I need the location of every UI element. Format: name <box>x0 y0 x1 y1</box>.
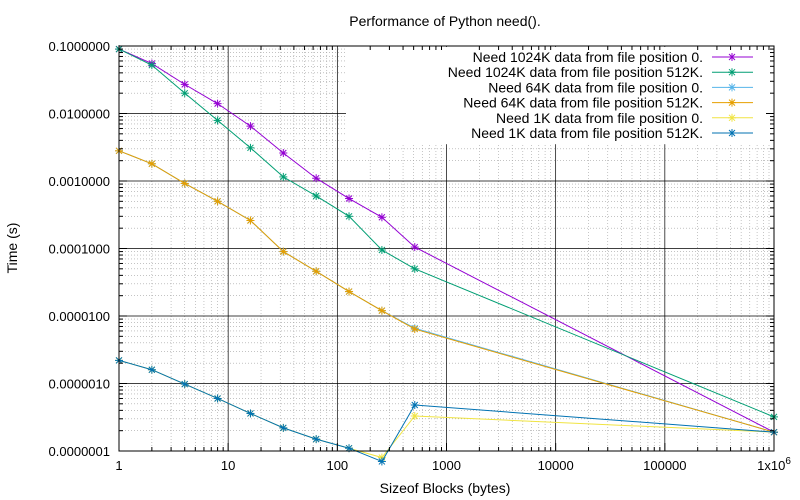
data-point <box>345 287 354 296</box>
data-point <box>279 423 288 432</box>
data-point <box>213 99 222 108</box>
data-point <box>312 174 321 183</box>
legend-label: Need 1024K data from file position 0. <box>473 49 703 65</box>
legend-item: Need 64K data from file position 0. <box>488 79 753 95</box>
x-tick-label: 1 <box>115 458 122 473</box>
data-point <box>213 197 222 206</box>
data-point <box>213 116 222 125</box>
y-tick-label: 0.0010000 <box>49 174 110 189</box>
data-point <box>180 89 189 98</box>
legend-item: Need 64K data from file position 512K. <box>463 95 753 111</box>
data-point <box>345 212 354 221</box>
data-point <box>377 213 386 222</box>
data-point <box>410 264 419 273</box>
legend: Need 1024K data from file position 0.Nee… <box>448 49 753 141</box>
x-tick-label: 10000 <box>538 458 574 473</box>
legend-item: Need 1024K data from file position 0. <box>473 49 753 65</box>
x-tick-label: 100000 <box>643 458 686 473</box>
data-point <box>147 159 156 168</box>
y-tick-label: 0.0000001 <box>49 444 110 459</box>
plot-border <box>118 45 775 452</box>
legend-label: Need 1K data from file position 512K. <box>471 125 703 141</box>
data-point <box>246 143 255 152</box>
series-6 <box>115 356 778 466</box>
data-point <box>410 243 419 252</box>
y-tick-label: 0.0100000 <box>49 107 110 122</box>
x-tick-label: 10 <box>221 458 235 473</box>
x-tick-label: 100 <box>326 458 348 473</box>
y-tick-label: 0.0000100 <box>49 309 110 324</box>
series-4 <box>115 146 778 437</box>
data-point <box>180 80 189 89</box>
data-point <box>279 148 288 157</box>
data-point <box>312 191 321 200</box>
data-point <box>147 61 156 70</box>
data-point <box>312 435 321 444</box>
data-point <box>410 412 419 421</box>
x-tick-label: 1000 <box>432 458 461 473</box>
data-point <box>246 122 255 131</box>
data-point <box>180 380 189 389</box>
legend-label: Need 1024K data from file position 512K. <box>448 64 703 80</box>
data-point <box>246 409 255 418</box>
y-axis-label: Time (s) <box>4 223 20 274</box>
legend-label: Need 64K data from file position 0. <box>488 79 703 95</box>
data-point <box>410 325 419 334</box>
legend-background <box>346 47 773 145</box>
y-tick-label: 0.0000010 <box>49 377 110 392</box>
y-tick-label: 0.0001000 <box>49 242 110 257</box>
data-point <box>312 267 321 276</box>
chart-title: Performance of Python need(). <box>349 13 540 29</box>
data-point <box>377 246 386 255</box>
data-point <box>213 394 222 403</box>
y-tick-label: 0.1000000 <box>49 39 110 54</box>
data-point <box>377 457 386 466</box>
legend-label: Need 1K data from file position 0. <box>496 110 703 126</box>
x-axis-label: Sizeof Blocks (bytes) <box>380 480 511 496</box>
legend-item: Need 1024K data from file position 512K. <box>448 64 753 80</box>
data-point <box>279 172 288 181</box>
x-tick-label: 1x106 <box>757 456 791 473</box>
data-point <box>147 365 156 374</box>
axes: 1 10 100 1000 10000 100000 1x106 0.1000000 0.010… <box>49 39 792 473</box>
legend-item: Need 1K data from file position 512K. <box>471 125 753 141</box>
data-point <box>410 401 419 410</box>
data-point <box>345 194 354 203</box>
legend-item: Need 1K data from file position 0. <box>496 110 753 126</box>
legend-label: Need 64K data from file position 512K. <box>463 95 703 111</box>
series-layer <box>115 45 778 466</box>
data-point <box>279 247 288 256</box>
data-point <box>377 306 386 315</box>
data-point <box>180 179 189 188</box>
data-point <box>246 216 255 225</box>
